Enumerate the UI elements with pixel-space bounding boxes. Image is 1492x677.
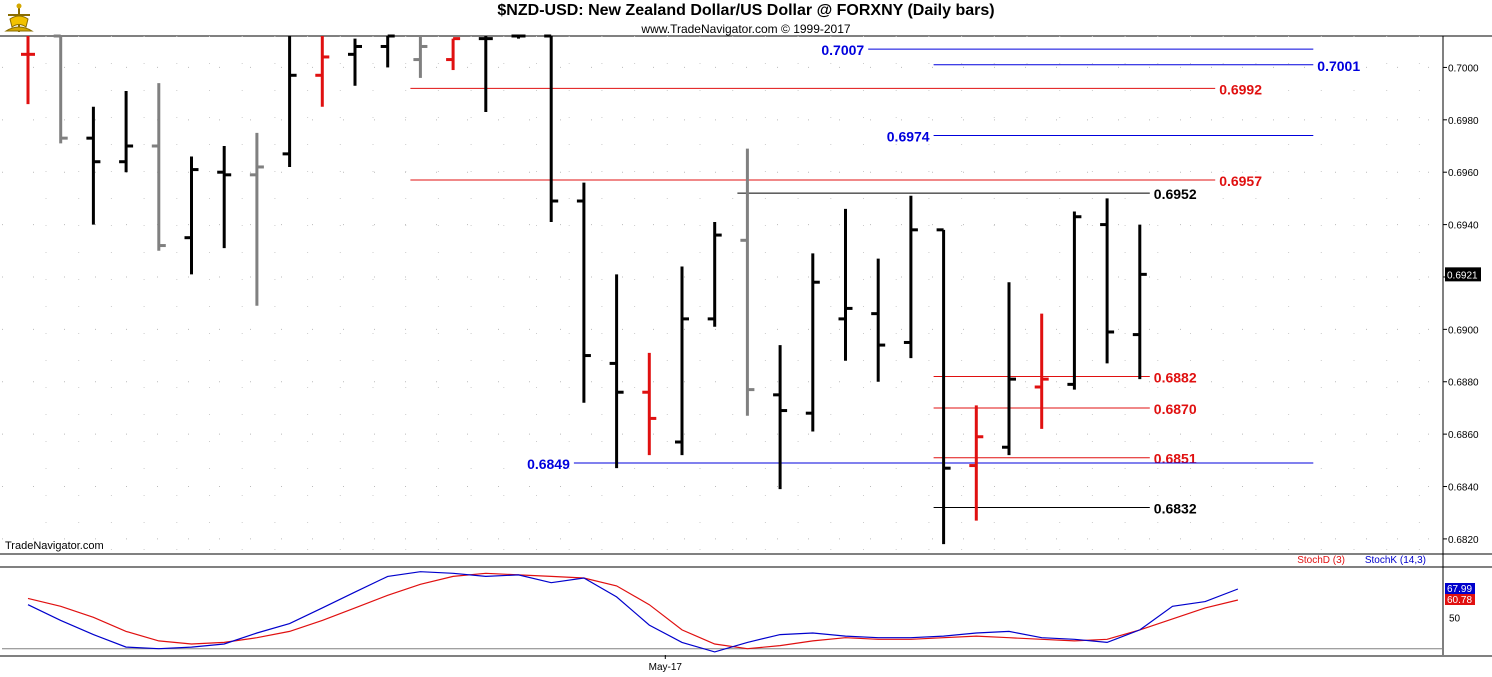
price-axis-label: 0.6980 [1448, 116, 1479, 127]
stoch-k-value: 67.99 [1447, 584, 1472, 595]
oscillator-series-line [27, 571, 1239, 653]
price-axis-label: 0.6900 [1448, 325, 1479, 336]
price-axis-label: 0.6880 [1448, 378, 1479, 389]
price-level-label: 0.6849 [527, 456, 570, 472]
chart-title: $NZD-USD: New Zealand Dollar/US Dollar @… [497, 2, 995, 19]
price-level-label: 0.6952 [1154, 186, 1197, 202]
price-axis-label: 0.6820 [1448, 535, 1479, 546]
price-level-label: 0.6851 [1154, 451, 1197, 467]
last-price-label: 0.6921 [1447, 270, 1478, 281]
date-axis-label: May-17 [649, 662, 683, 673]
stoch-d-value: 60.78 [1447, 595, 1472, 606]
last-price-badge [1445, 267, 1481, 282]
price-level-label: 0.7007 [821, 42, 864, 58]
price-level-label: 0.6870 [1154, 401, 1197, 417]
price-axis-label: 0.6860 [1448, 430, 1479, 441]
price-level-label: 0.6832 [1154, 500, 1197, 516]
stoch-k-value-badge [1445, 583, 1475, 594]
price-level-label: 0.6957 [1219, 173, 1262, 189]
price-axis-label: 0.6960 [1448, 168, 1479, 179]
price-level-label: 0.6992 [1219, 81, 1262, 97]
trade-navigator-logo-icon [2, 1, 36, 37]
oscillator-legend-d: StochD (3) [1297, 555, 1345, 566]
price-level-label: 0.7001 [1317, 58, 1360, 74]
price-level-label: 0.6974 [887, 129, 930, 145]
oscillator-axis-label: 50 [1449, 613, 1461, 624]
copyright-text: www.TradeNavigator.com © 1999-2017 [641, 22, 851, 36]
price-axis-label: 0.7000 [1448, 63, 1479, 74]
price-axis-label: 0.6840 [1448, 483, 1479, 494]
stoch-d-value-badge [1445, 594, 1475, 605]
price-axis-label: 0.6940 [1448, 221, 1479, 232]
price-level-label: 0.6882 [1154, 370, 1197, 386]
oscillator-legend-k: StochK (14,3) [1365, 555, 1426, 566]
